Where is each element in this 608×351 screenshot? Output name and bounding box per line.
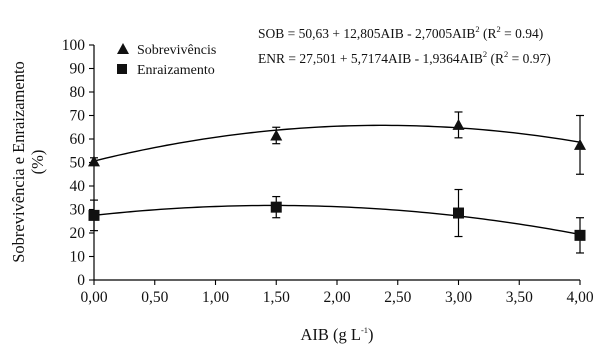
data-point-square [88, 209, 100, 221]
plot-area: 0 10 20 30 40 50 60 70 80 90 100 0,00 0,50 1,00 1,50 2… [62, 37, 594, 306]
y-tick-label: 60 [70, 131, 86, 148]
equation-sob: SOB = 50,63 + 12,805AIB - 2,7005AIB2 (R2… [258, 24, 543, 41]
y-tick-label: 0 [77, 272, 85, 289]
y-tick-label: 100 [62, 37, 86, 54]
y-tick-label: 80 [70, 84, 86, 101]
legend-label-sobrevivencia: Sobrevivêncis [137, 43, 216, 58]
data-point-triangle [574, 138, 586, 150]
y-axis-title-line2: (%) [28, 150, 47, 175]
x-tick-label: 0,00 [80, 289, 107, 306]
y-tick-label: 40 [70, 178, 86, 195]
y-tick-label: 90 [70, 61, 86, 78]
x-axis-title: AIB (g L-1) [300, 325, 373, 344]
x-tick-label: 2,00 [323, 289, 350, 306]
data-point-triangle [452, 118, 465, 130]
legend-label-enraizamento: Enraizamento [137, 63, 215, 78]
x-tick-label: 3,00 [445, 289, 472, 306]
y-axis-title-line1: Sobrevivência e Enraizamento [9, 61, 28, 263]
equations: SOB = 50,63 + 12,805AIB - 2,7005AIB2 (R2… [258, 24, 551, 66]
legend-marker-triangle [117, 43, 129, 54]
data-point-triangle [270, 129, 283, 141]
x-tick-label: 1,50 [263, 289, 290, 306]
x-tick-label: 0,50 [141, 289, 168, 306]
x-tick-label: 3,50 [506, 289, 533, 306]
fit-curve-0 [93, 124, 581, 162]
y-tick-label: 70 [70, 108, 86, 125]
x-tick-label: 1,00 [202, 289, 229, 306]
data-points [88, 118, 586, 241]
data-point-triangle [88, 155, 100, 167]
y-tick-label: 50 [70, 155, 86, 172]
y-tick-label: 20 [70, 225, 86, 242]
error-bars [90, 111, 584, 254]
data-point-square [574, 229, 586, 241]
equation-enr: ENR = 27,501 + 5,7174AIB - 1,9364AIB2 (R… [258, 49, 551, 66]
y-ticks: 0 10 20 30 40 50 60 70 80 90 100 [62, 37, 94, 289]
x-tick-label: 4,00 [566, 289, 593, 306]
y-tick-label: 10 [70, 249, 86, 266]
x-ticks: 0,00 0,50 1,00 1,50 2,00 2,50 3,00 3,50 4,00 [80, 280, 594, 306]
legend: Sobrevivêncis Enraizamento [117, 43, 216, 78]
data-point-square [453, 207, 464, 219]
fit-curves [93, 124, 581, 236]
y-axis-title: Sobrevivência e Enraizamento (%) [9, 61, 47, 263]
data-point-square [270, 201, 282, 213]
y-tick-label: 30 [70, 202, 86, 219]
x-tick-label: 2,50 [384, 289, 411, 306]
legend-marker-square [117, 64, 127, 74]
fit-curve-1 [93, 204, 581, 236]
